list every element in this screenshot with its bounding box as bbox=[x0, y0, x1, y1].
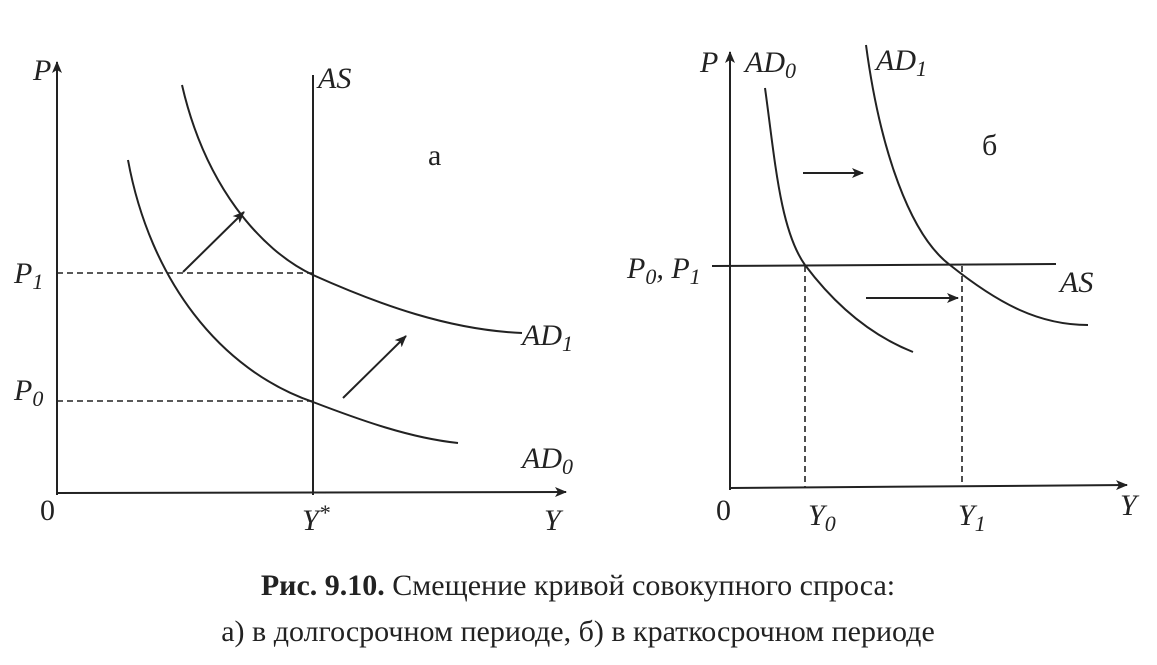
shift-arrow bbox=[182, 211, 245, 273]
label-text: Y bbox=[808, 499, 828, 532]
subscript: 1 bbox=[916, 56, 927, 81]
p1-label: P1 bbox=[13, 257, 43, 294]
p0-label: P0 bbox=[13, 374, 43, 411]
subscript: 0 bbox=[785, 58, 796, 83]
ad1-label: AD1 bbox=[520, 319, 573, 356]
p0p1-label: P0, P1 bbox=[626, 252, 701, 289]
label-text: 0 bbox=[716, 494, 731, 527]
as-line bbox=[711, 263, 1057, 267]
superscript: * bbox=[319, 500, 330, 525]
panel-label: б bbox=[982, 129, 997, 162]
label-text: Y bbox=[1120, 489, 1140, 522]
label-text: P bbox=[13, 374, 32, 407]
y-axis-label: Y bbox=[544, 504, 564, 537]
label-text: Y bbox=[958, 499, 978, 532]
label-text: AS bbox=[1058, 266, 1093, 299]
ad0-curve bbox=[127, 159, 459, 444]
label-text: , P bbox=[656, 252, 689, 285]
subscript: 0 bbox=[32, 386, 43, 411]
subscript: 0 bbox=[562, 454, 573, 479]
label-text: P bbox=[699, 46, 718, 79]
x-axis bbox=[56, 487, 567, 498]
panel-a bbox=[52, 61, 567, 498]
p-axis-label: P bbox=[699, 46, 718, 79]
label-text: 0 bbox=[40, 494, 55, 527]
y-axis-label: Y bbox=[1120, 489, 1140, 522]
caption-line-2: а) в долгосрочном периоде, б) в краткоср… bbox=[221, 615, 935, 648]
ad0-label: AD0 bbox=[743, 46, 796, 83]
caption-line-1: Рис. 9.10. Смещение кривой совокупного с… bbox=[261, 569, 895, 602]
figure-number: Рис. 9.10. bbox=[261, 569, 385, 602]
subscript: 1 bbox=[562, 331, 573, 356]
origin-label: 0 bbox=[40, 494, 55, 527]
subscript: 0 bbox=[645, 264, 656, 289]
as-label: AS bbox=[1058, 266, 1093, 299]
label-text: P bbox=[32, 54, 51, 87]
y0-label: Y0 bbox=[808, 499, 836, 536]
x-axis bbox=[729, 480, 1128, 491]
label-text: P bbox=[13, 257, 32, 290]
label-text: Y bbox=[544, 504, 564, 537]
label-text: AD bbox=[874, 44, 916, 77]
as-label: AS bbox=[316, 62, 351, 95]
ad1-curve bbox=[865, 44, 1089, 326]
subscript: 1 bbox=[975, 511, 986, 536]
ad0-curve bbox=[764, 87, 914, 353]
subscript: 0 bbox=[825, 511, 836, 536]
label-text: б bbox=[982, 129, 997, 162]
label-text: AS bbox=[316, 62, 351, 95]
y1-label: Y1 bbox=[958, 499, 986, 536]
label-text: Y bbox=[302, 504, 322, 537]
subscript: 1 bbox=[32, 269, 43, 294]
panel-label: а bbox=[428, 139, 441, 172]
ad1-curve bbox=[181, 84, 523, 334]
panel-b bbox=[711, 44, 1128, 491]
ad1-label: AD1 bbox=[874, 44, 927, 81]
label-text: P bbox=[626, 252, 645, 285]
subscript: 1 bbox=[690, 264, 701, 289]
caption-title: Смещение кривой совокупного спроса: bbox=[392, 569, 895, 602]
origin-label: 0 bbox=[716, 494, 731, 527]
ystar-label: Y* bbox=[302, 500, 330, 537]
ad0-label: AD0 bbox=[520, 442, 573, 479]
label-text: AD bbox=[520, 319, 562, 352]
shift-arrow bbox=[342, 335, 407, 399]
label-text: AD bbox=[520, 442, 562, 475]
p-axis-label: P bbox=[32, 54, 51, 87]
label-text: AD bbox=[743, 46, 785, 79]
label-text: а bbox=[428, 139, 441, 172]
